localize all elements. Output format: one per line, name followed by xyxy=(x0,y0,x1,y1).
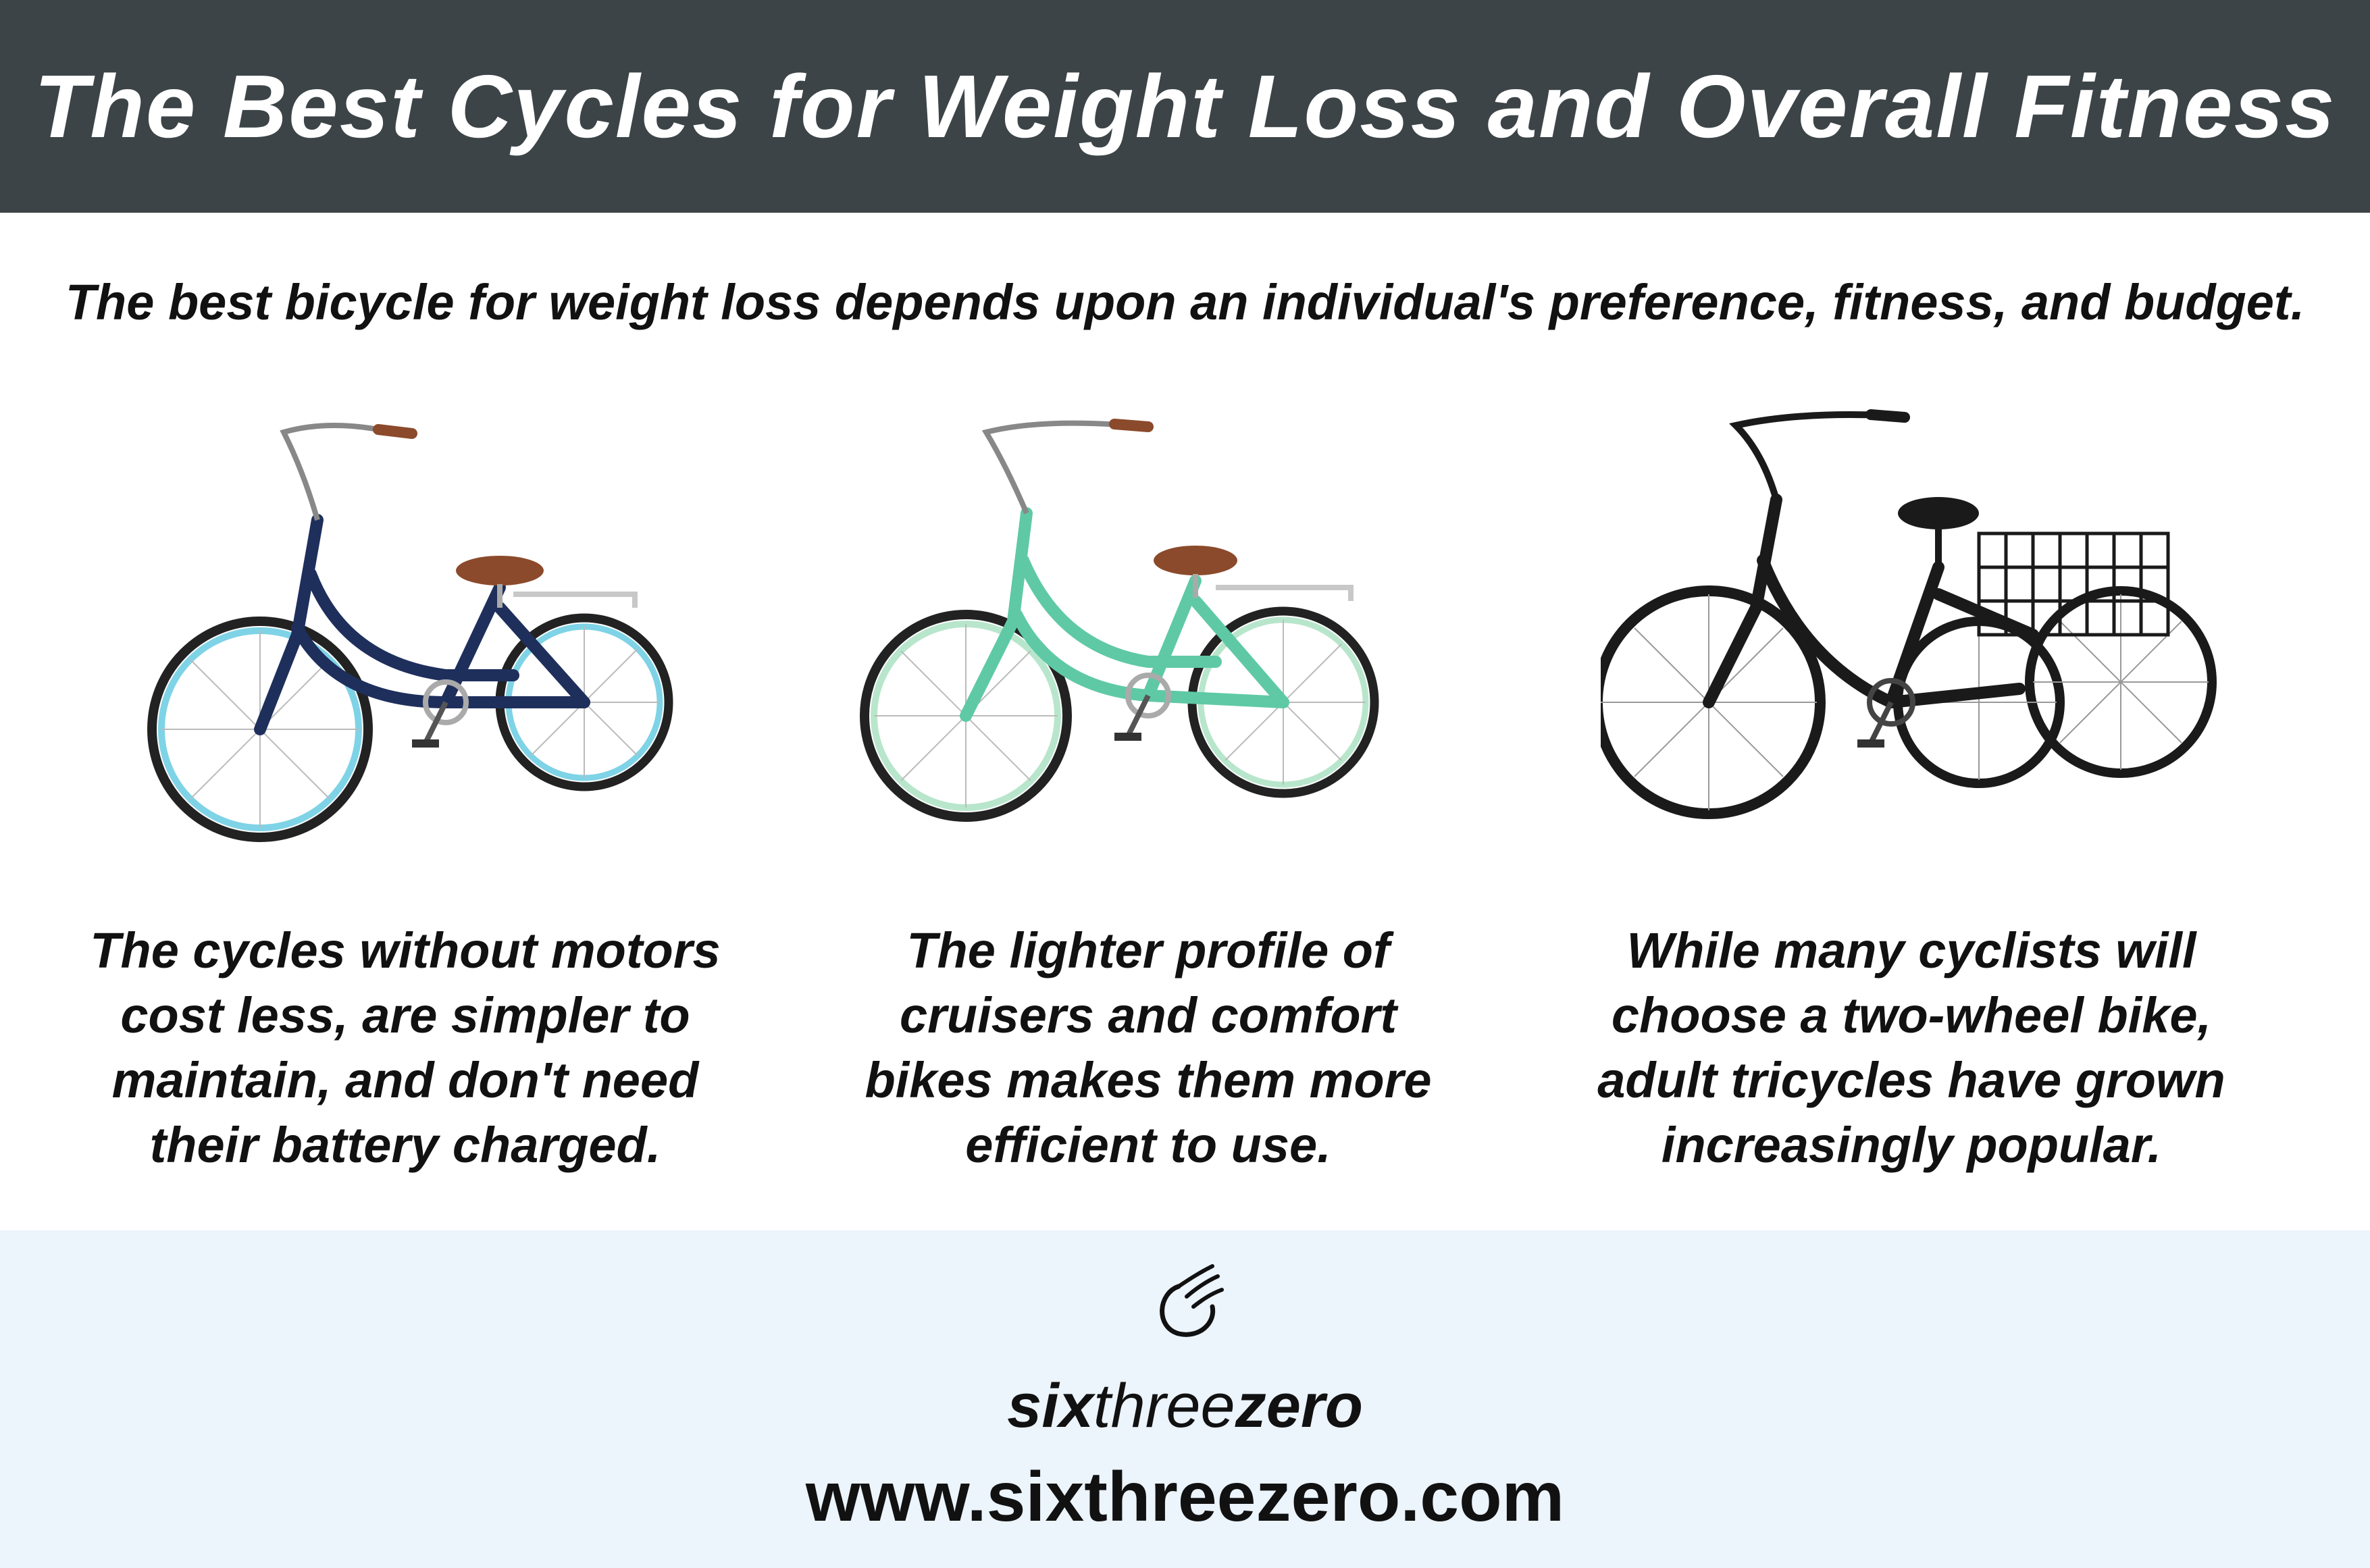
caption-line: choose a two-wheel bike, xyxy=(1611,987,2212,1043)
card-caption: While many cyclists will choose a two-wh… xyxy=(1574,918,2249,1178)
mint-cruiser-bike-image xyxy=(860,419,1379,822)
website-url[interactable]: www.sixthreezero.com xyxy=(805,1458,1565,1536)
caption-line: The lighter profile of xyxy=(906,922,1390,978)
caption-line: their battery charged. xyxy=(149,1117,661,1173)
brand-six: six xyxy=(1007,1371,1094,1440)
caption-line: While many cyclists will xyxy=(1626,922,2196,978)
caption-line: cost less, are simpler to xyxy=(120,987,690,1043)
card-adult-tricycle: While many cyclists will choose a two-wh… xyxy=(1574,405,2249,1188)
adult-tricycle-image xyxy=(1601,409,2217,819)
caption-line: The cycles without motors xyxy=(90,922,721,978)
caption-line: cruisers and comfort xyxy=(899,987,1397,1043)
footer xyxy=(0,1230,2370,1568)
subtitle: The best bicycle for weight loss depends… xyxy=(65,274,2305,330)
brand-three: three xyxy=(1093,1371,1235,1440)
brand-wordmark: sixthreezero xyxy=(0,1371,2370,1442)
card-mint-cruiser: The lighter profile of cruisers and comf… xyxy=(810,405,1486,1188)
page-title: The Best Cycles for Weight Loss and Over… xyxy=(34,57,2336,156)
caption-line: adult tricycles have grown xyxy=(1597,1052,2225,1108)
header-bar: The Best Cycles for Weight Loss and Over… xyxy=(0,0,2370,213)
bike-cards: The cycles without motors cost less, are… xyxy=(0,405,2370,1188)
card-caption: The cycles without motors cost less, are… xyxy=(68,918,743,1178)
card-caption: The lighter profile of cruisers and comf… xyxy=(810,918,1486,1178)
wing-icon xyxy=(1160,1264,1224,1337)
caption-line: increasingly popular. xyxy=(1661,1117,2162,1173)
caption-line: efficient to use. xyxy=(965,1117,1331,1173)
caption-line: maintain, and don't need xyxy=(111,1052,699,1108)
brand-zero: zero xyxy=(1235,1371,1363,1440)
caption-line: bikes makes them more xyxy=(865,1052,1432,1108)
navy-cruiser-bike-image xyxy=(147,423,673,842)
card-navy-cruiser: The cycles without motors cost less, are… xyxy=(68,405,743,1188)
